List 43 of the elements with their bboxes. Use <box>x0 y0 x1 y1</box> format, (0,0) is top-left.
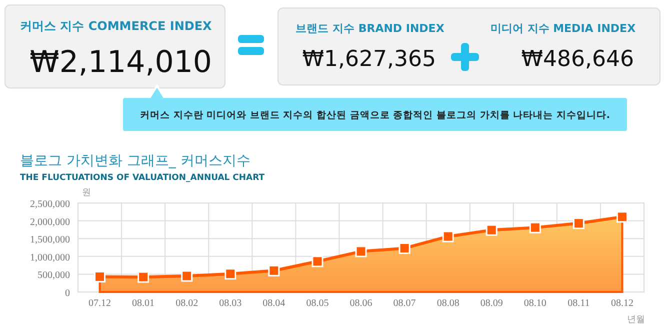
chart-title: 블로그 가치변화 그래프_ 커머스지수 <box>20 153 250 169</box>
x-tick-label: 08.03 <box>219 298 242 309</box>
x-tick-label: 08.02 <box>176 298 198 309</box>
point <box>529 222 541 234</box>
text: ₩486,646 <box>521 47 634 72</box>
point <box>616 211 628 223</box>
y-tick-label: 2,500,000 <box>30 199 70 210</box>
x-tick-label: 08.11 <box>568 298 590 309</box>
x-tick-label: 08.07 <box>393 298 416 309</box>
point <box>312 256 324 268</box>
y-tick-label: 1,000,000 <box>30 252 70 264</box>
text: 브랜드 지수 BRAND INDEX <box>296 22 445 35</box>
text: 커머스 지수란 미디어와 브랜드 지수의 합산된 금액으로 종합적인 블로그의 가치를 나타내는 지수입니다. <box>140 110 610 121</box>
point <box>181 270 193 282</box>
x-tick-label: 08.06 <box>350 298 372 309</box>
x-tick-label: 08.04 <box>262 298 286 309</box>
chart-subtitle: THE FLUCTUATIONS OF VALUATION_ANNUAL CHART <box>20 173 265 183</box>
x-tick-label: 08.01 <box>132 298 155 309</box>
y-axis-title: 원 <box>82 188 91 198</box>
y-tick-label: 0 <box>65 288 70 299</box>
x-tick-label: 08.10 <box>524 298 546 309</box>
text: 미디어 지수 MEDIA INDEX <box>490 22 636 35</box>
text: ₩2,114,010 <box>30 45 212 80</box>
x-tick-label: 07.12 <box>88 298 112 309</box>
y-tick-label: 2,000,000 <box>30 216 70 228</box>
point <box>94 270 106 282</box>
point <box>572 218 584 230</box>
x-tick-label: 08.12 <box>610 298 634 309</box>
point <box>398 242 410 254</box>
point <box>355 246 367 258</box>
point <box>268 264 280 276</box>
x-tick-label: 08.08 <box>436 298 460 309</box>
text: ₩1,627,365 <box>302 47 436 72</box>
point <box>486 224 498 236</box>
x-axis-title: 년월 <box>627 315 645 325</box>
point <box>442 230 454 242</box>
text: 커머스 지수 COMMERCE INDEX <box>20 19 213 33</box>
x-tick-label: 08.09 <box>480 298 503 309</box>
y-tick-label: 500,000 <box>38 270 70 282</box>
point <box>138 271 150 283</box>
x-tick-label: 08.05 <box>306 298 329 309</box>
point <box>224 268 236 280</box>
y-tick-label: 1,500,000 <box>30 234 70 246</box>
